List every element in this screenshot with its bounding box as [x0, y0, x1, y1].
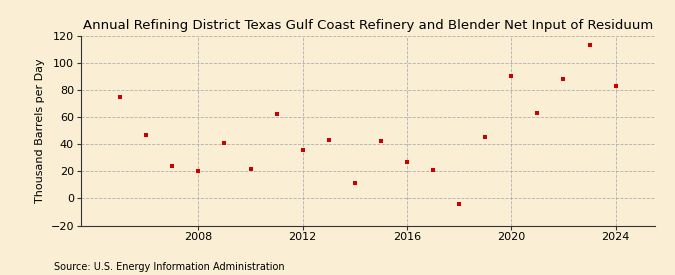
Point	[245, 166, 256, 171]
Point	[584, 43, 595, 48]
Point	[219, 141, 230, 145]
Point	[480, 135, 491, 140]
Point	[141, 133, 152, 137]
Point	[167, 164, 178, 168]
Point	[297, 147, 308, 152]
Point	[193, 169, 204, 174]
Point	[532, 111, 543, 115]
Point	[375, 139, 386, 144]
Point	[115, 95, 126, 99]
Y-axis label: Thousand Barrels per Day: Thousand Barrels per Day	[35, 58, 45, 203]
Point	[271, 112, 282, 117]
Point	[506, 74, 517, 79]
Point	[610, 84, 621, 88]
Point	[350, 181, 360, 186]
Title: Annual Refining District Texas Gulf Coast Refinery and Blender Net Input of Resi: Annual Refining District Texas Gulf Coas…	[83, 19, 653, 32]
Point	[558, 77, 569, 81]
Point	[428, 168, 439, 172]
Point	[323, 138, 334, 142]
Point	[454, 202, 464, 206]
Text: Source: U.S. Energy Information Administration: Source: U.S. Energy Information Administ…	[54, 262, 285, 272]
Point	[402, 160, 412, 164]
